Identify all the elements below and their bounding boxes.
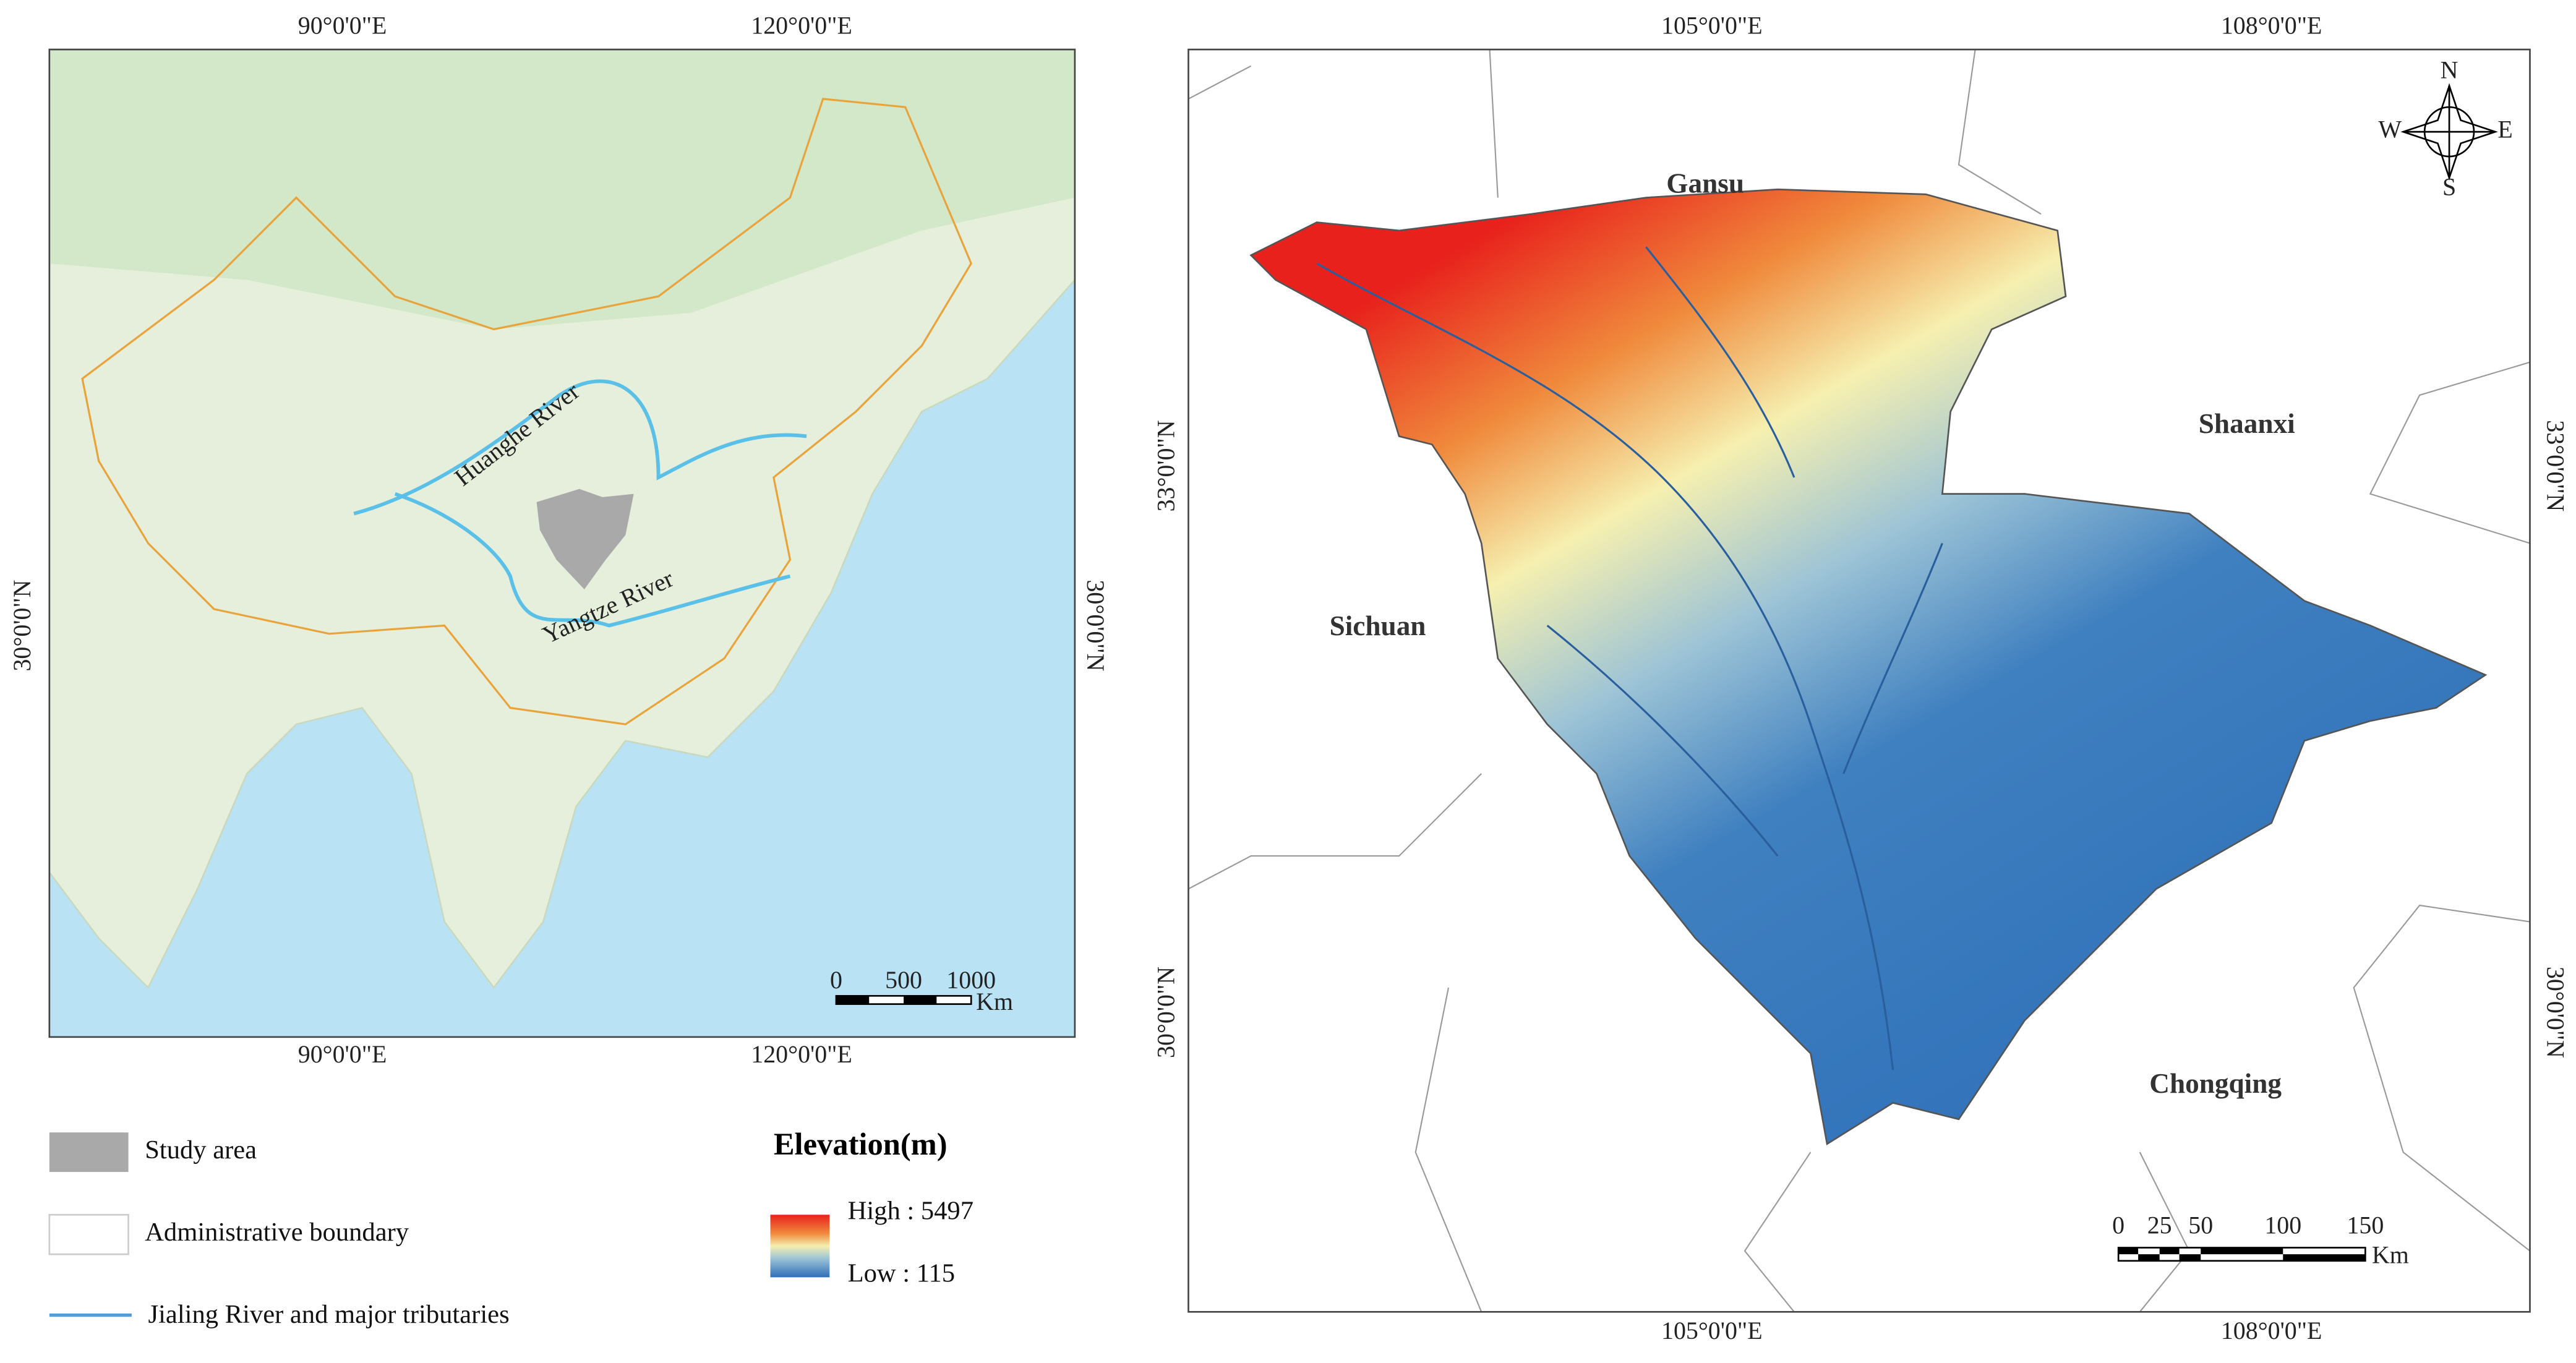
elevation-title: Elevation(m)	[774, 1127, 948, 1161]
lon-label: 120°0'0"E	[751, 12, 852, 40]
lat-label: 33°0'0"N	[2542, 420, 2570, 511]
lon-label: 90°0'0"E	[298, 1040, 387, 1068]
compass-e: E	[2497, 115, 2512, 143]
lat-label: 30°0'0"N	[2542, 967, 2570, 1058]
frame	[48, 48, 1076, 1038]
legend-swatch	[49, 1132, 129, 1173]
study-area	[536, 489, 634, 589]
lat-label: 30°0'0"N	[8, 579, 36, 671]
china-border	[81, 98, 972, 725]
region-label: Sichuan	[1330, 610, 1426, 641]
legend-label: Jialing River and major tributaries	[148, 1300, 510, 1329]
lon-label: 120°0'0"E	[751, 1040, 852, 1068]
scale-tick: 50	[2188, 1211, 2213, 1239]
compass-w: W	[2378, 115, 2402, 143]
legend: Study area Administrative boundary Jiali…	[48, 1127, 973, 1329]
land-north	[49, 49, 1075, 330]
legend-label: Study area	[145, 1135, 257, 1164]
elevation-low: Low : 115	[848, 1259, 955, 1288]
legend-swatch	[48, 1213, 129, 1255]
compass-n: N	[2441, 56, 2458, 83]
overview-map: Huanghe River Yangtze River 0 500 1000 K…	[8, 12, 1110, 1068]
lon-label: 108°0'0"E	[2221, 1317, 2322, 1344]
legend-label: Administrative boundary	[145, 1218, 409, 1247]
lat-label: 33°0'0"N	[1152, 420, 1180, 511]
scale-tick: 0	[830, 966, 842, 994]
elevation-high: High : 5497	[848, 1196, 973, 1225]
lon-label: 105°0'0"E	[1661, 12, 1763, 40]
lat-label: 30°0'0"N	[1152, 967, 1180, 1058]
lon-label: 105°0'0"E	[1661, 1317, 1763, 1344]
region-label: Gansu	[1666, 168, 1744, 199]
frame	[1187, 48, 2531, 1313]
basin-map: Gansu Shaanxi Sichuan Chongqing N S W E …	[1152, 12, 2570, 1344]
huanghe-river	[353, 379, 807, 516]
scale-tick: 150	[2347, 1211, 2384, 1239]
scale-tick: 1000	[946, 966, 996, 994]
elevation-ramp	[770, 1215, 830, 1278]
scale-bar: 0 25 50 100 150 Km	[2112, 1211, 2409, 1269]
compass: N S W E	[2378, 56, 2512, 200]
basin	[1249, 188, 2488, 1146]
lon-label: 108°0'0"E	[2221, 12, 2322, 40]
yangtze-river	[394, 492, 791, 628]
scale-unit: Km	[976, 988, 1013, 1015]
region-label: Chongqing	[2149, 1068, 2282, 1099]
scale-tick: 25	[2147, 1211, 2172, 1239]
scale-bar: 0 500 1000 Km	[830, 966, 1013, 1015]
region-label: Shaanxi	[2199, 408, 2295, 439]
lat-label: 30°0'0"N	[1082, 579, 1110, 671]
rivers	[1316, 246, 1943, 1070]
scale-tick: 100	[2264, 1211, 2301, 1239]
scale-unit: Km	[2372, 1241, 2409, 1269]
scale-tick: 500	[885, 966, 922, 994]
lon-label: 90°0'0"E	[298, 12, 387, 40]
scale-tick: 0	[2112, 1211, 2125, 1239]
compass-s: S	[2442, 173, 2456, 200]
